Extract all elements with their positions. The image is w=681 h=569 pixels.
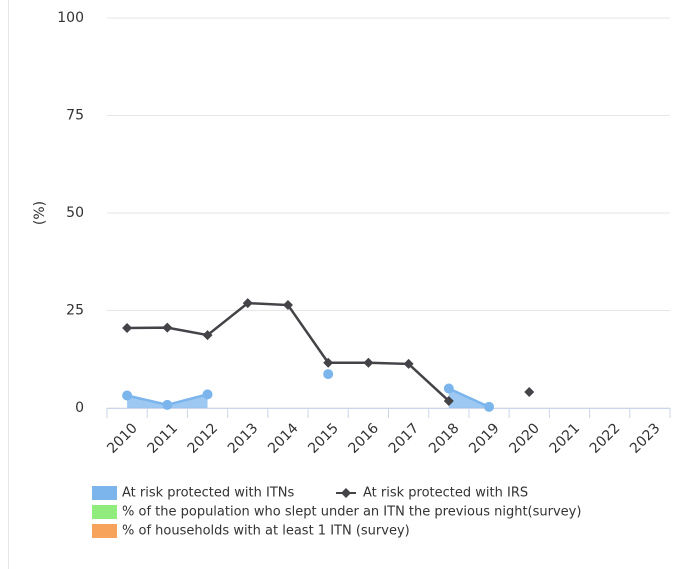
x-tick-label: 2018 [426,420,463,457]
marker [403,358,414,369]
marker [122,390,133,401]
y-tick-label: 25 [66,303,84,319]
marker [242,298,253,309]
y-tick-label: 50 [66,205,84,221]
marker [323,357,334,368]
legend-label: % of the population who slept under an I… [122,505,581,520]
legend-swatch [92,486,117,500]
marker [122,323,133,334]
marker [282,300,293,311]
x-tick-label: 2014 [265,420,302,457]
x-tick-label: 2021 [547,420,584,457]
marker [202,330,213,341]
marker [443,395,454,406]
x-tick-label: 2020 [506,420,543,457]
area [127,394,208,408]
legend-swatch [92,505,117,519]
marker [363,357,374,368]
legend-label: % of households with at least 1 ITN (sur… [122,524,410,539]
x-tick-label: 2016 [346,420,383,457]
y-tick-label: 0 [75,400,84,416]
legend-swatch [92,524,117,538]
x-tick-label: 2013 [225,420,262,457]
marker [524,387,535,398]
marker [202,389,213,400]
x-tick-label: 2023 [627,420,664,457]
legend-marker [341,488,351,498]
marker [484,401,495,412]
marker [443,383,454,394]
line [127,301,450,402]
x-tick-label: 2019 [466,420,503,457]
x-tick-label: 2017 [386,420,423,457]
line [448,387,490,408]
x-tick-label: 2022 [587,420,624,457]
x-tick-label: 2011 [144,420,181,457]
y-axis-label: (%) [32,201,48,225]
marker [323,369,334,380]
marker [162,322,173,333]
legend-label: At risk protected with ITNs [122,486,294,501]
y-tick-label: 75 [66,108,84,124]
x-tick-label: 2010 [104,420,141,457]
y-tick-label: 100 [57,10,84,26]
legend-label: At risk protected with IRS [363,486,528,501]
marker [162,399,173,410]
x-tick-label: 2015 [305,420,342,457]
x-tick-label: 2012 [185,420,222,457]
